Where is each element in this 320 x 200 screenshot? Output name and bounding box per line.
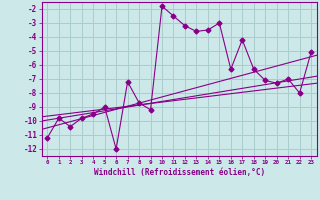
X-axis label: Windchill (Refroidissement éolien,°C): Windchill (Refroidissement éolien,°C) (94, 168, 265, 177)
